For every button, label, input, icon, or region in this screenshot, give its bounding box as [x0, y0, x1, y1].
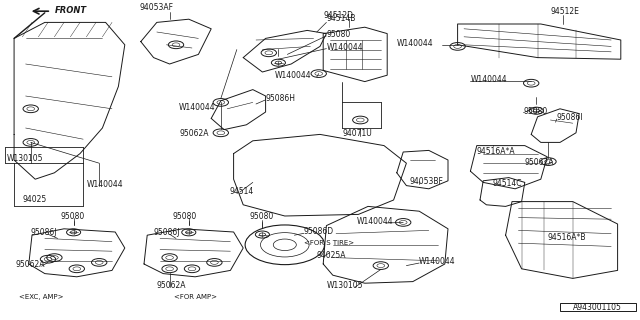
Text: 94514C: 94514C [493, 179, 522, 188]
Text: <EXC, AMP>: <EXC, AMP> [19, 294, 64, 300]
Text: 95080: 95080 [326, 30, 351, 39]
Text: 95086J: 95086J [31, 228, 57, 237]
Text: <FOR AMP>: <FOR AMP> [173, 294, 217, 300]
Text: W140044: W140044 [357, 217, 394, 226]
Text: W140044: W140044 [470, 75, 507, 84]
Text: 94071U: 94071U [342, 129, 372, 138]
Text: 94516A*A: 94516A*A [477, 147, 515, 156]
Text: 95080: 95080 [524, 107, 548, 116]
Text: W140044: W140044 [179, 103, 216, 112]
Text: FRONT: FRONT [54, 6, 86, 15]
Text: 95062A: 95062A [157, 281, 186, 290]
Text: 94025: 94025 [22, 195, 47, 204]
Text: 94512E: 94512E [550, 7, 579, 16]
Text: A943001105: A943001105 [573, 303, 622, 312]
Text: 95086J: 95086J [154, 228, 180, 237]
Text: 95086H: 95086H [266, 94, 296, 103]
Text: 94514B: 94514B [326, 14, 356, 23]
Text: 94053BF: 94053BF [410, 177, 444, 186]
Text: 95086D: 95086D [304, 227, 334, 236]
Text: <FOR S TIRE>: <FOR S TIRE> [304, 240, 354, 246]
Text: 95062A: 95062A [16, 260, 45, 269]
Text: W140044: W140044 [275, 71, 312, 80]
Text: 95080: 95080 [173, 212, 197, 221]
Text: 94512D: 94512D [323, 11, 353, 20]
Text: W130105: W130105 [326, 281, 363, 290]
Text: 95080: 95080 [250, 212, 274, 221]
Bar [560, 303, 636, 311]
Text: 94025A: 94025A [317, 251, 346, 260]
Text: 94516A*B: 94516A*B [547, 233, 586, 242]
Text: 95062A: 95062A [179, 129, 209, 138]
Text: 94514: 94514 [229, 187, 253, 196]
Text: 94053AF: 94053AF [140, 3, 174, 12]
Text: 95086I: 95086I [557, 113, 583, 122]
Text: W140044: W140044 [326, 43, 363, 52]
Text: W140044: W140044 [419, 257, 456, 266]
Text: W130105: W130105 [6, 154, 43, 163]
Text: 95080: 95080 [61, 212, 85, 221]
Text: W140044: W140044 [86, 180, 123, 189]
Text: W140044: W140044 [397, 39, 433, 48]
Text: 95062A: 95062A [525, 158, 554, 167]
